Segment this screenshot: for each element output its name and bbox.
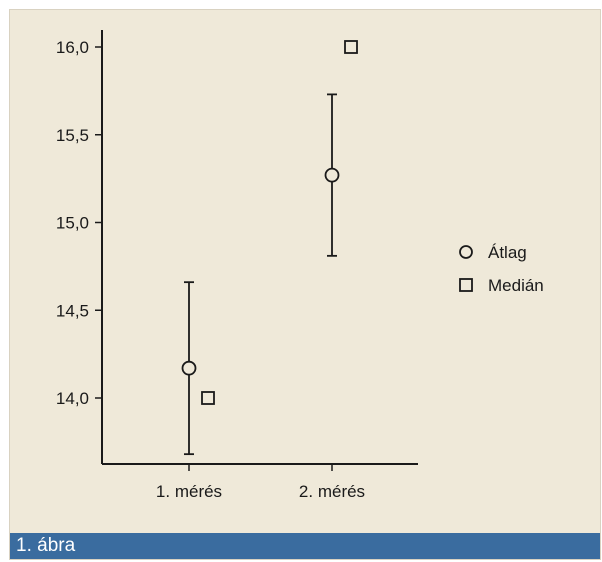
x-tick-label: 1. mérés [156,482,222,501]
legend-marker-circle [459,245,473,259]
mean-point [324,167,340,183]
y-tick-label: 15,0 [56,214,89,233]
x-tick-label: 2. mérés [299,482,365,501]
figure-panel: 14,0 14,5 15,0 15,5 16,0 1. mérés 2. mérés Átla… [9,9,601,560]
legend-label-mean: Átlag [488,243,527,262]
y-tick-label: 14,0 [56,389,89,408]
legend-label-median: Medián [488,276,544,295]
mean-point [181,360,197,376]
legend-marker-square [459,278,473,292]
y-tick-label: 15,5 [56,126,89,145]
figure-caption: 1. ábra [10,533,600,559]
y-tick-label: 16,0 [56,38,89,57]
y-tick-label: 14,5 [56,301,89,320]
median-point [344,40,358,54]
chart-svg: 14,0 14,5 15,0 15,5 16,0 1. mérés 2. mérés Átla… [56,30,544,501]
median-point [201,391,215,405]
